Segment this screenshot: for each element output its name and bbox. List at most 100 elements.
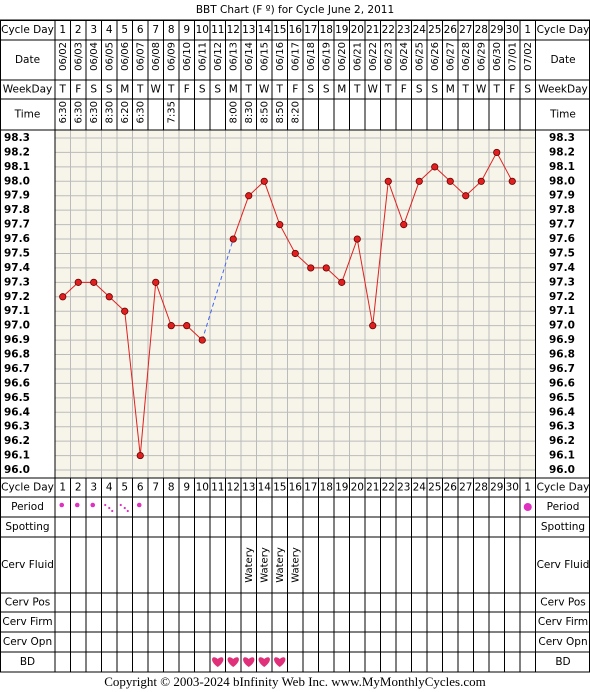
- y-tick-label: 98.3: [549, 132, 575, 144]
- y-tick-label: 97.9: [4, 190, 30, 202]
- weekday: T: [276, 84, 284, 96]
- temperature-point: [229, 235, 237, 243]
- weekday: S: [199, 84, 206, 96]
- y-tick-label: 96.3: [549, 421, 575, 433]
- weekday: S: [524, 84, 531, 96]
- weekday: T: [384, 84, 392, 96]
- period-icon: [123, 506, 126, 510]
- date: 06/12: [213, 42, 224, 71]
- y-tick-label: 98.2: [4, 146, 30, 158]
- cycle-day: 1: [524, 482, 531, 494]
- y-tick-label: 96.1: [4, 450, 30, 462]
- y-tick-label: 97.8: [4, 204, 30, 216]
- weekday: S: [307, 84, 314, 96]
- cycle-day: 5: [121, 482, 128, 494]
- period-icon: [104, 503, 107, 507]
- date: 06/27: [445, 42, 456, 71]
- cycle-day: 14: [258, 482, 272, 494]
- y-tick-label: 97.8: [549, 204, 575, 216]
- cycle-day: 19: [335, 24, 348, 36]
- cycle-day: 12: [227, 482, 240, 494]
- cycle-day: 10: [196, 24, 209, 36]
- date: 06/20: [337, 42, 348, 71]
- cerv-fluid: Watery: [244, 547, 255, 583]
- y-tick-label: 98.2: [549, 146, 575, 158]
- cycle-day: 24: [413, 24, 427, 36]
- time: 8:30: [104, 101, 115, 123]
- y-tick-label: 97.9: [549, 190, 575, 202]
- date: 07/01: [507, 42, 518, 71]
- period-icon: [90, 502, 96, 508]
- row-label: Spotting: [5, 521, 49, 533]
- weekday: F: [75, 84, 81, 96]
- date: 06/08: [151, 42, 162, 71]
- temperature-point: [245, 192, 253, 200]
- y-tick-label: 96.9: [4, 334, 30, 346]
- cycle-day: 27: [459, 24, 472, 36]
- gap-connector: [201, 238, 234, 341]
- y-tick-label: 97.2: [4, 291, 30, 303]
- date: 07/02: [523, 42, 534, 71]
- y-tick-label: 96.4: [549, 406, 575, 418]
- row-label: Cerv Opn: [3, 636, 52, 648]
- row-label: BD: [555, 656, 570, 668]
- bd-heart: [212, 657, 224, 667]
- temperature-point: [353, 235, 361, 243]
- date: 06/25: [414, 42, 425, 71]
- cycle-day: 20: [351, 24, 364, 36]
- row-label: Time: [549, 109, 576, 121]
- cycle-day: 9: [183, 482, 190, 494]
- cycle-day: 11: [211, 482, 224, 494]
- y-tick-label: 96.3: [4, 421, 30, 433]
- date: 06/05: [104, 42, 115, 71]
- cycle-day: 21: [366, 24, 379, 36]
- cycle-day: 25: [428, 24, 441, 36]
- cycle-day: 15: [273, 24, 286, 36]
- weekday: T: [245, 84, 253, 96]
- cycle-day: 10: [196, 482, 209, 494]
- y-tick-label: 96.2: [549, 435, 575, 447]
- weekday: F: [184, 84, 190, 96]
- weekday: W: [476, 84, 487, 96]
- temperature-point: [431, 163, 439, 171]
- cycle-day: 28: [475, 24, 488, 36]
- bd-heart: [243, 657, 255, 667]
- date: 06/28: [461, 42, 472, 71]
- temperature-point: [369, 322, 377, 330]
- cycle-day: 17: [304, 482, 317, 494]
- cycle-day: 3: [90, 24, 97, 36]
- cerv-fluid: Watery: [259, 547, 270, 583]
- y-tick-label: 96.0: [4, 464, 30, 476]
- time: 6:30: [58, 101, 69, 123]
- weekday: S: [214, 84, 221, 96]
- bd-heart: [274, 657, 286, 667]
- weekday: S: [431, 84, 438, 96]
- temperature-point: [276, 221, 284, 229]
- cycle-day: 29: [490, 482, 503, 494]
- cycle-day: 25: [428, 482, 441, 494]
- time: 8:30: [244, 101, 255, 123]
- date: 06/17: [290, 42, 301, 71]
- cycle-day: 30: [506, 24, 519, 36]
- date: 06/04: [89, 42, 100, 71]
- y-tick-label: 96.7: [549, 363, 575, 375]
- cycle-day: 18: [320, 482, 333, 494]
- y-tick-label: 98.0: [4, 175, 30, 187]
- time: 6:30: [73, 101, 84, 123]
- y-tick-label: 97.5: [549, 247, 575, 259]
- weekday: F: [401, 84, 407, 96]
- temperature-point: [291, 249, 299, 258]
- period-icon: [523, 503, 532, 511]
- temperature-point: [90, 278, 98, 286]
- row-label: BD: [20, 656, 35, 668]
- cycle-day: 15: [273, 482, 286, 494]
- time: 6:30: [135, 101, 146, 123]
- date: 06/06: [120, 42, 131, 71]
- plot-area: [55, 130, 536, 478]
- row-label: Period: [547, 501, 580, 513]
- weekday: T: [167, 84, 175, 96]
- date: 06/07: [135, 42, 146, 71]
- cycle-day: 14: [258, 24, 272, 36]
- temperature-point: [477, 177, 485, 185]
- row-label: Cerv Firm: [2, 616, 52, 628]
